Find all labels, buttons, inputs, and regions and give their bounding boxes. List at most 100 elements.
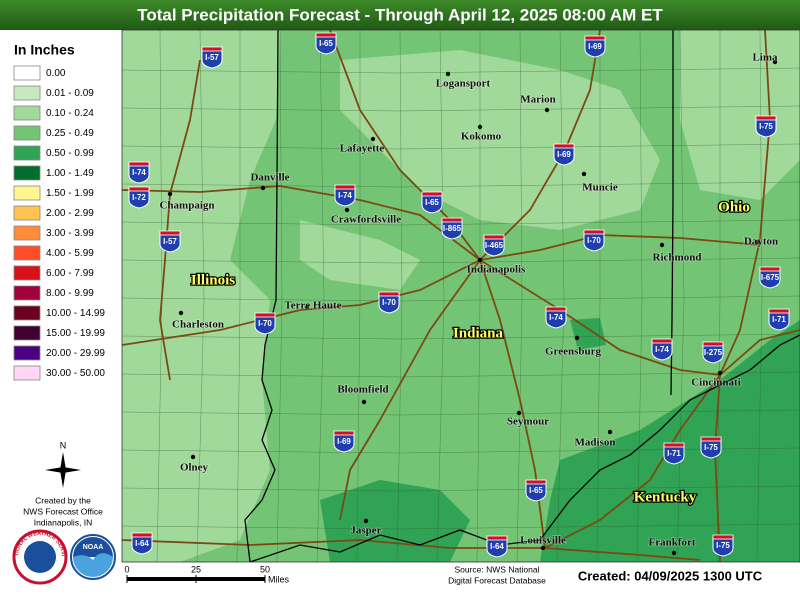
shield-body [700,438,722,459]
compass: N [45,440,81,488]
compass-north: N [60,440,67,450]
state-label: Ohio [718,199,750,215]
shield-body [759,268,781,289]
city-label: Danville [250,172,289,184]
legend-label: 1.50 - 1.99 [46,188,94,199]
shield-top [159,230,181,236]
shield-body [378,293,400,314]
legend-label: 2.00 - 2.99 [46,208,94,219]
shield-label: I-75 [716,541,730,550]
shield-label: I-69 [588,42,602,51]
city-dot [260,185,266,191]
legend-label: 3.00 - 3.99 [46,228,94,239]
shield-label: I-70 [258,319,272,328]
legend-swatch [13,245,41,261]
interstate-shield: I-70 [254,312,276,335]
shield-body [584,37,606,58]
shield-label: I-74 [655,345,669,354]
road [479,259,721,376]
shield-top [131,532,153,538]
shield-body [545,308,567,329]
interstate-shield: I-57 [159,230,181,253]
legend-label: 0.01 - 0.09 [46,88,94,99]
legend-label: 20.00 - 29.99 [46,348,105,359]
shield-top [254,312,276,318]
shield-label: I-57 [163,237,177,246]
interstate-shield: I-69 [333,430,355,453]
legend-swatch [13,165,41,181]
legend-swatch [13,125,41,141]
interstate-shield: I-75 [712,534,734,557]
state-label: Illinois [191,272,235,288]
interstate-shield: I-69 [553,143,575,166]
shield-top [584,35,606,41]
legend: 0.00 0.01 - 0.09 0.10 - 0.24 0.25 - 0.49 0.5… [13,65,105,381]
shield-body [553,145,575,166]
city-dot [167,191,173,197]
shield-label: I-65 [319,39,333,48]
city-dot [344,207,350,213]
interstate-shield: I-71 [663,442,685,465]
shield-body [201,48,223,69]
city-label: Muncie [582,182,618,194]
legend-label: 1.00 - 1.49 [46,168,94,179]
shield-top [486,535,508,541]
shield-top [702,341,724,347]
interstate-shield: I-65 [421,191,443,214]
nws-logo-core [24,541,56,573]
legend-swatch [13,185,41,201]
shield-body [334,186,356,207]
credit-line: Created by the [35,495,91,505]
shield-top [712,534,734,540]
road [339,259,481,521]
city-dot [304,304,310,310]
interstate-shield: I-865 [441,217,463,240]
legend-swatch [13,65,41,81]
shield-top [755,115,777,121]
city-dot [659,242,665,248]
shield-body [651,340,673,361]
shield-label: I-675 [761,273,780,282]
interstate-shield: I-74 [128,161,150,184]
legend-label: 8.00 - 9.99 [46,288,94,299]
shield-top [315,32,337,38]
legend-label: 0.10 - 0.24 [46,108,94,119]
city-label: Frankfort [648,537,695,549]
state-border [670,30,674,396]
legend-swatch [13,305,41,321]
city-label: Charleston [172,319,224,331]
shield-body [486,537,508,558]
legend-label: 0.50 - 0.99 [46,148,94,159]
city-dot [178,310,184,316]
shield-body [315,34,337,55]
shield-label: I-64 [490,542,504,551]
compass-rose [45,452,81,488]
noaa-logo-top [73,537,113,557]
created-stamp: Created: 04/09/2025 1300 UTC [578,568,763,583]
interstate-shield: I-69 [584,35,606,58]
shield-top [768,308,790,314]
shield-body [254,314,276,335]
interstate-shield: I-65 [315,32,337,55]
shield-top [583,229,605,235]
shield-label: I-465 [485,241,504,250]
legend-label: 15.00 - 19.99 [46,328,105,339]
state-label: Kentucky [634,489,697,505]
shield-body [421,193,443,214]
city-label: Cincinnati [691,377,741,389]
shield-body [128,188,150,209]
shield-top [128,186,150,192]
legend-label: 0.25 - 0.49 [46,128,94,139]
interstate-shield: I-675 [759,266,781,289]
map-frame [121,29,800,563]
city-dot [754,239,760,245]
city-label: Logansport [436,78,491,90]
legend-label: 0.00 [46,68,66,79]
city-label: Greensburg [545,346,602,358]
shield-top [663,442,685,448]
shield-body [441,219,463,240]
city-dot [477,124,483,130]
shield-top [759,266,781,272]
road [719,329,800,376]
shield-top [441,217,463,223]
